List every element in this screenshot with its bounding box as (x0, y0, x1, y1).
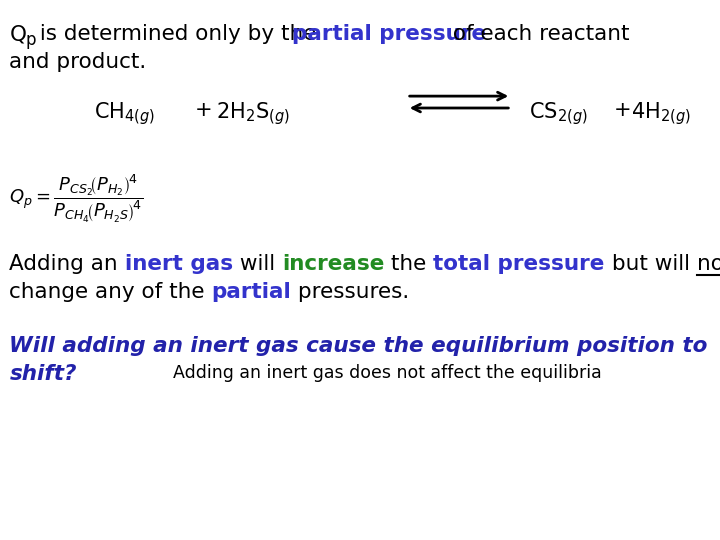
Text: +: + (614, 100, 631, 120)
Text: of each reactant: of each reactant (446, 24, 630, 44)
Text: partial: partial (212, 282, 292, 302)
Text: total pressure: total pressure (433, 254, 605, 274)
Text: change any of the: change any of the (9, 282, 212, 302)
Text: increase: increase (282, 254, 384, 274)
Text: CH$_{4(g)}$: CH$_{4(g)}$ (94, 100, 155, 127)
Text: but will: but will (605, 254, 697, 274)
Text: not: not (697, 254, 720, 274)
Text: p: p (26, 31, 37, 49)
Text: pressures.: pressures. (292, 282, 410, 302)
Text: partial pressure: partial pressure (292, 24, 487, 44)
Text: +: + (194, 100, 212, 120)
Text: will: will (233, 254, 282, 274)
Text: CS$_{2(g)}$: CS$_{2(g)}$ (529, 100, 588, 127)
Text: is determined only by the: is determined only by the (33, 24, 323, 44)
Text: Q: Q (9, 24, 27, 44)
Text: 4H$_{2(g)}$: 4H$_{2(g)}$ (631, 100, 690, 127)
Text: shift?: shift? (9, 364, 77, 384)
Text: Will adding an inert gas cause the equilibrium position to: Will adding an inert gas cause the equil… (9, 336, 708, 356)
Text: the: the (384, 254, 433, 274)
Text: Adding an inert gas does not affect the equilibria: Adding an inert gas does not affect the … (173, 364, 601, 382)
Text: Adding an: Adding an (9, 254, 125, 274)
Text: inert gas: inert gas (125, 254, 233, 274)
Text: 2H$_2$S$_{(g)}$: 2H$_2$S$_{(g)}$ (216, 100, 290, 127)
Text: and product.: and product. (9, 52, 147, 72)
Text: $\mathit{Q}_p = \dfrac{P_{CS_2}\!\left(P_{H_2}\right)^{\!4}}{P_{CH_4}\!\left(P_{: $\mathit{Q}_p = \dfrac{P_{CS_2}\!\left(P… (9, 173, 143, 225)
